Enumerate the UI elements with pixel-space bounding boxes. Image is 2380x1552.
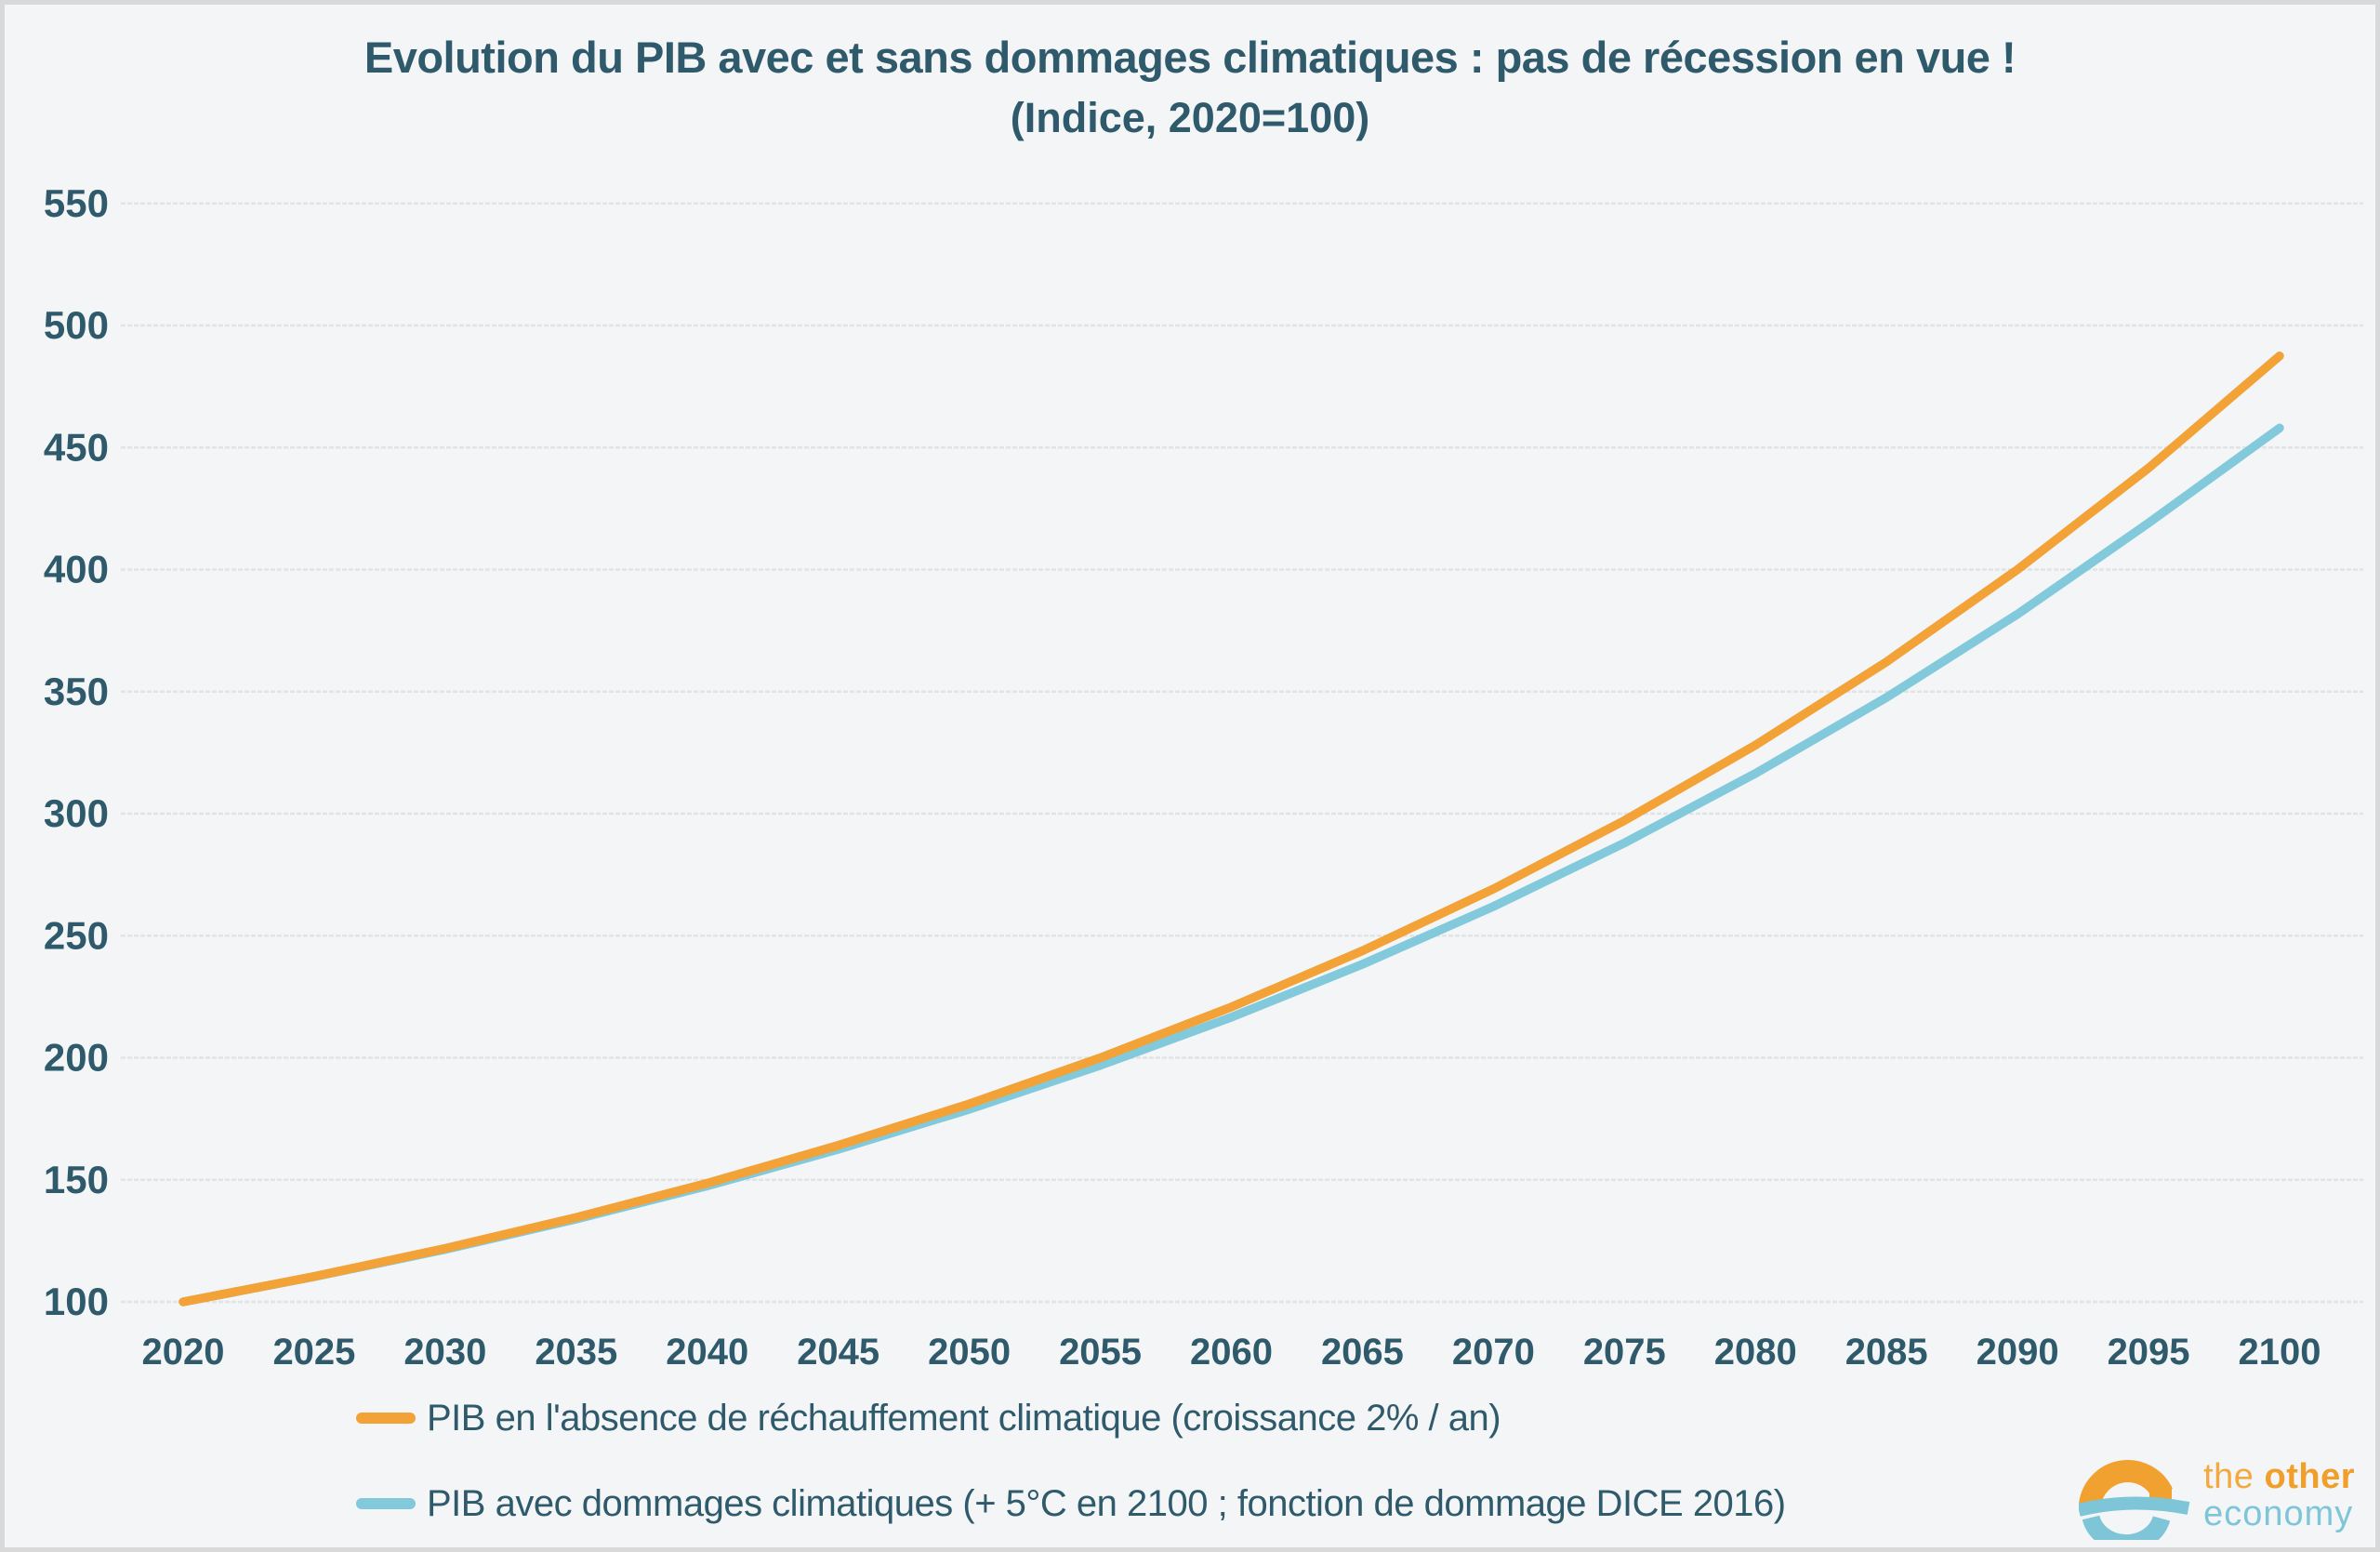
- chart-title-block: Evolution du PIB avec et sans dommages c…: [5, 27, 2375, 148]
- x-tick-label-2025: 2025: [272, 1332, 355, 1373]
- legend-row-with-damages: PIB avec dommages climatiques (+ 5°C en …: [356, 1479, 1786, 1528]
- y-tick-label-500: 500: [44, 303, 109, 347]
- gdp-line-chart: 100 150 200 250 300 350 400 450 500 550 2020 2025 20…: [44, 181, 2363, 1373]
- x-tick-label-2040: 2040: [666, 1332, 748, 1373]
- y-tick-label-350: 350: [44, 670, 109, 713]
- y-tick-label-300: 300: [44, 791, 109, 835]
- logo-word-other: other: [2264, 1457, 2355, 1496]
- legend-swatch-orange: [356, 1413, 416, 1424]
- x-tick-label-2060: 2060: [1190, 1332, 1273, 1373]
- chart-legend: PIB en l'absence de réchauffement climat…: [356, 1394, 1786, 1528]
- y-tick-label-100: 100: [44, 1280, 109, 1323]
- x-tick-label-2100: 2100: [2239, 1332, 2321, 1373]
- y-tick-label-200: 200: [44, 1036, 109, 1080]
- x-tick-label-2020: 2020: [142, 1332, 225, 1373]
- x-tick-label-2065: 2065: [1321, 1332, 1404, 1373]
- logo-text: the other economy: [2203, 1458, 2355, 1532]
- x-tick-label-2055: 2055: [1059, 1332, 1142, 1373]
- x-tick-label-2075: 2075: [1583, 1332, 1666, 1373]
- x-tick-label-2035: 2035: [535, 1332, 617, 1373]
- x-tick-label-2085: 2085: [1845, 1332, 1928, 1373]
- x-tick-label-2045: 2045: [797, 1332, 879, 1373]
- gdp-no-warming-curve: [178, 352, 2284, 1307]
- logo-word-economy: economy: [2203, 1494, 2354, 1533]
- x-tick-label-2050: 2050: [928, 1332, 1011, 1373]
- x-tick-label-2095: 2095: [2108, 1332, 2190, 1373]
- legend-swatch-blue: [356, 1498, 416, 1509]
- legend-label-with-damages: PIB avec dommages climatiques (+ 5°C en …: [427, 1482, 1786, 1524]
- logo-word-the: the: [2203, 1457, 2265, 1496]
- y-tick-label-250: 250: [44, 913, 109, 957]
- legend-row-no-warming: PIB en l'absence de réchauffement climat…: [356, 1394, 1786, 1442]
- y-tick-label-450: 450: [44, 425, 109, 469]
- x-tick-label-2080: 2080: [1714, 1332, 1797, 1373]
- x-tick-label-2070: 2070: [1452, 1332, 1535, 1373]
- legend-label-no-warming: PIB en l'absence de réchauffement climat…: [427, 1397, 1501, 1439]
- chart-subtitle: (Indice, 2020=100): [1010, 94, 1370, 141]
- y-tick-label-150: 150: [44, 1158, 109, 1201]
- logo-sun-wave-icon: [2079, 1460, 2190, 1540]
- gdp-with-damages-curve: [178, 423, 2284, 1307]
- x-tick-label-2090: 2090: [1977, 1332, 2059, 1373]
- x-tick-label-2030: 2030: [403, 1332, 486, 1373]
- y-tick-label-550: 550: [44, 181, 109, 225]
- y-tick-label-400: 400: [44, 548, 109, 591]
- chart-title: Evolution du PIB avec et sans dommages c…: [364, 33, 2016, 82]
- the-other-economy-logo: the other economy: [2079, 1451, 2355, 1540]
- logo-text-line1: the other: [2203, 1458, 2355, 1495]
